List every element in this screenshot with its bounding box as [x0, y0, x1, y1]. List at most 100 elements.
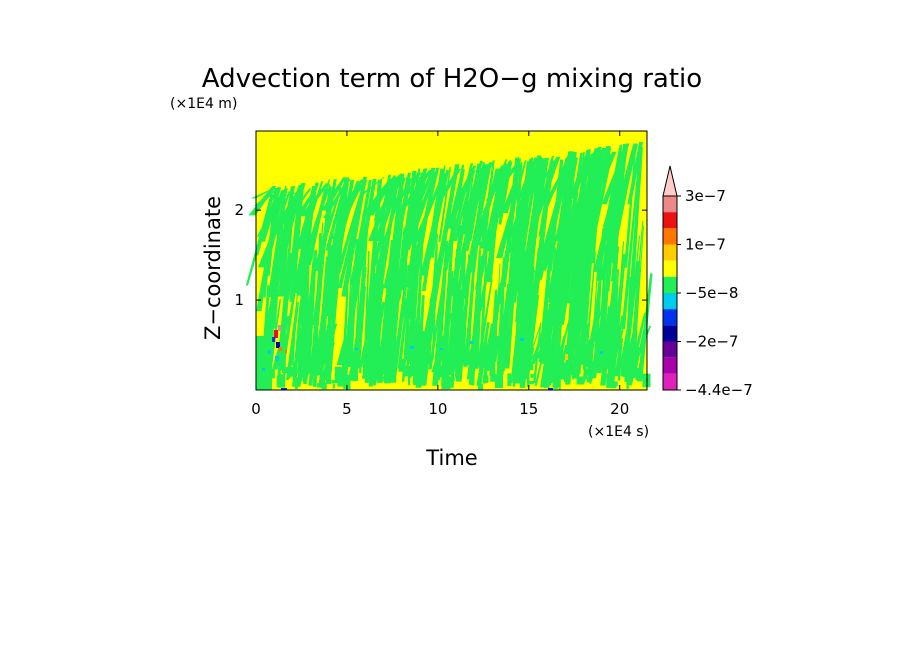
field-streak: [360, 176, 386, 195]
field-streak: [578, 223, 589, 375]
field-streak: [558, 372, 561, 390]
field-streak: [474, 255, 483, 369]
field-spot: [285, 350, 287, 353]
field-streak: [445, 362, 450, 373]
field-spot: [262, 368, 265, 371]
plot-area: [245, 130, 653, 391]
field-streak: [331, 180, 360, 254]
colorbar-label: −5e−8: [685, 284, 738, 302]
field-streak: [371, 374, 374, 382]
field-streak: [494, 374, 503, 388]
field-streak: [597, 231, 613, 372]
field-streak: [421, 168, 445, 292]
y-unit-label: (×1E4 m): [170, 96, 237, 112]
field-streak: [296, 184, 319, 216]
field-streak: [366, 179, 383, 328]
field-streak: [292, 185, 316, 294]
field-streak: [582, 220, 590, 370]
colorbar-swatch: [663, 276, 677, 293]
field-streak: [512, 382, 516, 387]
field-streak: [609, 144, 627, 244]
colorbar-swatch: [663, 212, 677, 229]
field-streak: [442, 376, 451, 383]
field-streak: [485, 165, 503, 282]
field-spot: [355, 348, 358, 350]
field-streak: [519, 240, 534, 388]
colorbar-swatch: [663, 293, 677, 310]
field-streak: [293, 366, 297, 372]
field-streak: [276, 191, 305, 198]
field-streak: [267, 190, 285, 248]
field-streak: [415, 357, 423, 374]
field-streak: [337, 369, 348, 382]
field-streak: [485, 375, 489, 383]
field-spot: [440, 348, 443, 350]
field-spot: [565, 354, 568, 360]
field-streak: [623, 362, 633, 377]
field-streak: [254, 187, 280, 206]
field-streak: [617, 367, 621, 381]
field-streak: [385, 174, 402, 195]
field-streak: [340, 286, 349, 386]
field-streak: [630, 367, 641, 376]
field-spot: [274, 330, 278, 338]
field-streak: [325, 370, 332, 384]
field-streak: [441, 379, 451, 390]
field-spot: [272, 337, 275, 342]
field-streak: [545, 151, 576, 201]
colorbar-over-arrow: [662, 165, 678, 197]
field-streak: [540, 381, 548, 386]
field-streak: [297, 262, 310, 375]
field-streak: [551, 287, 558, 367]
field-streak: [353, 258, 361, 372]
field-streak: [498, 161, 513, 225]
field-streak: [390, 298, 408, 364]
colorbar-label: −4.4e−7: [685, 381, 753, 399]
field-streak: [404, 277, 418, 359]
field-streak: [626, 372, 632, 382]
field-streak: [554, 315, 572, 371]
field-streak: [462, 254, 470, 363]
field-streak: [612, 383, 618, 387]
field-streak: [626, 375, 629, 389]
field-streak: [449, 377, 455, 381]
field-streak: [382, 369, 385, 375]
field-streak: [311, 367, 321, 373]
field-streak: [558, 373, 567, 380]
field-streak: [372, 366, 381, 380]
field-streak: [301, 307, 315, 373]
field-streak: [408, 177, 427, 271]
field-streak: [398, 358, 405, 372]
y-axis: 12: [234, 201, 647, 309]
field-streak: [359, 296, 376, 367]
field-streak: [525, 360, 534, 371]
field-streak: [490, 369, 496, 382]
field-streak: [449, 163, 474, 245]
field-streak: [411, 321, 424, 368]
field-streak: [482, 374, 486, 384]
field-streak: [564, 370, 574, 376]
field-streak: [601, 371, 604, 384]
field-streak: [285, 302, 298, 381]
colorbar-swatch: [663, 341, 677, 358]
field-streak: [454, 369, 462, 378]
field-streak: [572, 363, 580, 379]
field-streak: [441, 274, 450, 386]
field-streak: [280, 272, 299, 366]
colorbar-swatch: [663, 260, 677, 277]
field-streak: [478, 383, 483, 390]
field-streak: [321, 382, 327, 390]
field-streak: [561, 157, 583, 301]
field-streak: [537, 157, 568, 280]
field-streak: [460, 334, 472, 366]
field-streak: [364, 365, 371, 379]
field-spot: [278, 325, 281, 331]
field-spot: [470, 341, 473, 344]
field-streak: [446, 257, 459, 366]
field-streak: [341, 177, 367, 297]
field-streak: [300, 361, 305, 377]
field-streak: [606, 373, 614, 388]
field-streak: [501, 162, 523, 214]
field-streak: [577, 238, 584, 368]
